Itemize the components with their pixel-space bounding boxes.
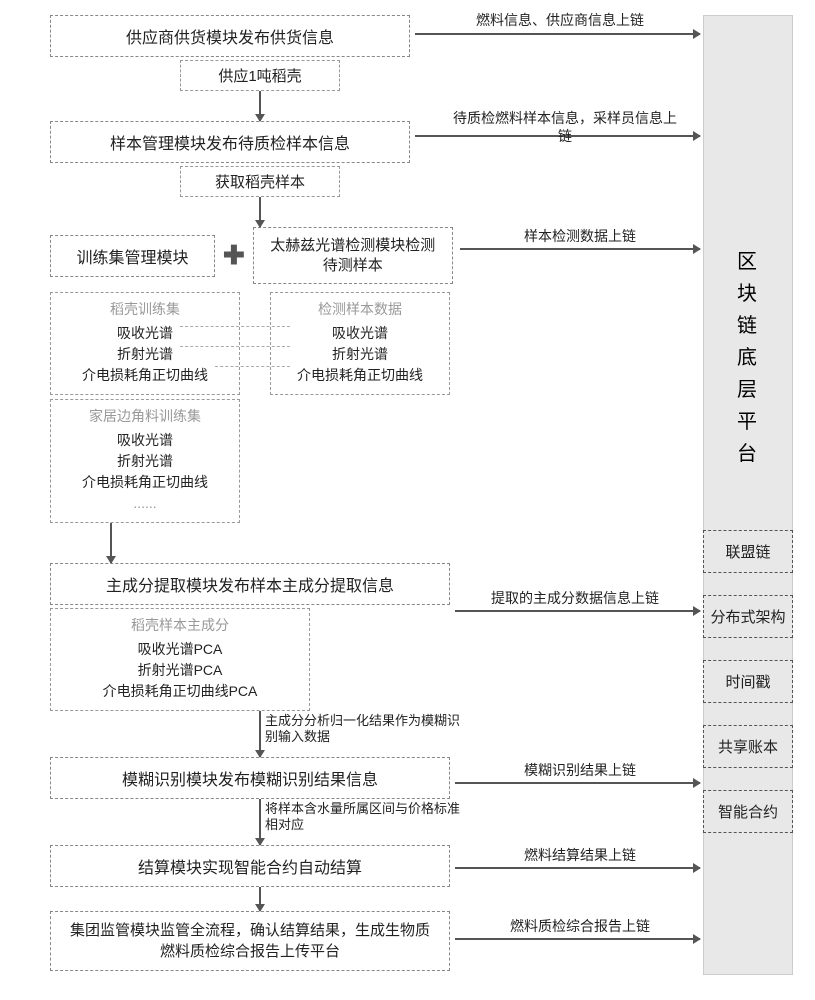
- train-mgmt-box: 训练集管理模块: [50, 235, 215, 277]
- train-sets-col: 稻壳训练集 吸收光谱 折射光谱 介电损耗角正切曲线 家居边角料训练集 吸收光谱 …: [50, 288, 240, 523]
- arrow-label: 样本检测数据上链: [480, 228, 680, 246]
- plus-icon: ✚: [223, 240, 245, 271]
- group-title: 稻壳样本主成分: [59, 615, 301, 635]
- platform-title-char: 区: [704, 246, 792, 278]
- arrow-down-icon: [110, 523, 112, 563]
- supply-note-box: 供应1吨稻壳: [180, 60, 340, 91]
- train-detect-row: 训练集管理模块 ✚ 太赫兹光谱检测模块检测待测样本: [50, 227, 470, 284]
- group-item: 介电损耗角正切曲线: [279, 365, 441, 386]
- arrow-label: 燃料信息、供应商信息上链: [440, 12, 680, 30]
- arrow-down-icon: [259, 711, 261, 757]
- group-title: 家居边角料训练集: [59, 406, 231, 426]
- arrow-label: 模糊识别结果上链: [490, 762, 670, 780]
- arrow-down-icon: [259, 799, 261, 845]
- group-title: 稻壳训练集: [59, 299, 231, 319]
- arrow-right-icon: [455, 782, 700, 784]
- group-item: 介电损耗角正切曲线: [59, 365, 231, 386]
- dash-connector: [180, 346, 290, 347]
- feature-box: 智能合约: [703, 790, 793, 833]
- rice-train-group: 稻壳训练集 吸收光谱 折射光谱 介电损耗角正切曲线: [50, 292, 240, 395]
- arrow-label: 燃料质检综合报告上链: [475, 918, 685, 936]
- platform-title-char: 链: [704, 310, 792, 342]
- arrow-right-icon: [455, 610, 700, 612]
- group-item: 折射光谱: [279, 344, 441, 365]
- home-train-group: 家居边角料训练集 吸收光谱 折射光谱 介电损耗角正切曲线 ......: [50, 399, 240, 523]
- platform-title-char: 层: [704, 374, 792, 406]
- group-item: 折射光谱: [59, 344, 231, 365]
- thz-detect-box: 太赫兹光谱检测模块检测待测样本: [253, 227, 453, 284]
- feature-box: 时间戳: [703, 660, 793, 703]
- sample-data-group: 检测样本数据 吸收光谱 折射光谱 介电损耗角正切曲线: [270, 292, 450, 395]
- arrow-right-icon: [455, 867, 700, 869]
- sample-mgmt-box: 样本管理模块发布待质检样本信息: [50, 121, 410, 163]
- platform-features: 联盟链 分布式架构 时间戳 共享账本 智能合约: [703, 530, 793, 855]
- platform-title-char: 平: [704, 406, 792, 438]
- group-item: ......: [59, 493, 231, 514]
- rice-pca-group: 稻壳样本主成分 吸收光谱PCA 折射光谱PCA 介电损耗角正切曲线PCA: [50, 608, 310, 711]
- group-item: 吸收光谱PCA: [59, 639, 301, 660]
- group-item: 介电损耗角正切曲线: [59, 472, 231, 493]
- group-item: 折射光谱PCA: [59, 660, 301, 681]
- group-item: 折射光谱: [59, 451, 231, 472]
- group-title: 检测样本数据: [279, 299, 441, 319]
- platform-title-char: 台: [704, 438, 792, 470]
- feature-box: 分布式架构: [703, 595, 793, 638]
- group-monitor-box: 集团监管模块监管全流程，确认结算结果，生成生物质燃料质检综合报告上传平台: [50, 911, 450, 971]
- platform-title-char: 底: [704, 342, 792, 374]
- supplier-box: 供应商供货模块发布供货信息: [50, 15, 410, 57]
- settle-box: 结算模块实现智能合约自动结算: [50, 845, 450, 887]
- platform-title-char: 块: [704, 278, 792, 310]
- arrow-right-icon: [415, 33, 700, 35]
- pca-extract-box: 主成分提取模块发布样本主成分提取信息: [50, 563, 450, 605]
- arrow-right-icon: [460, 248, 700, 250]
- fuzzy-box: 模糊识别模块发布模糊识别结果信息: [50, 757, 450, 799]
- sample-data-col: 检测样本数据 吸收光谱 折射光谱 介电损耗角正切曲线: [270, 288, 450, 523]
- main-flow: 供应商供货模块发布供货信息 供应1吨稻壳 样本管理模块发布待质检样本信息 获取稻…: [50, 15, 470, 971]
- platform-title: 区 块 链 底 层 平 台: [704, 246, 792, 470]
- arrow-label: 待质检燃料样本信息，采样员信息上链: [450, 110, 680, 145]
- arrow-label: 燃料结算结果上链: [490, 847, 670, 865]
- flow-label: 主成分分析归一化结果作为模糊识别输入数据: [265, 713, 465, 746]
- group-item: 介电损耗角正切曲线PCA: [59, 681, 301, 702]
- data-groups-row: 稻壳训练集 吸收光谱 折射光谱 介电损耗角正切曲线 家居边角料训练集 吸收光谱 …: [50, 288, 470, 523]
- dash-connector: [215, 366, 290, 367]
- arrow-down-icon: [259, 197, 261, 227]
- group-item: 吸收光谱: [59, 430, 231, 451]
- arrow-down-icon: [259, 91, 261, 121]
- feature-box: 共享账本: [703, 725, 793, 768]
- arrow-label: 提取的主成分数据信息上链: [460, 590, 690, 608]
- arrow-right-icon: [455, 938, 700, 940]
- group-item: 吸收光谱: [279, 323, 441, 344]
- arrow-down-icon: [259, 887, 261, 911]
- flow-label: 将样本含水量所属区间与价格标准相对应: [265, 801, 465, 834]
- get-sample-box: 获取稻壳样本: [180, 166, 340, 197]
- feature-box: 联盟链: [703, 530, 793, 573]
- dash-connector: [180, 326, 290, 327]
